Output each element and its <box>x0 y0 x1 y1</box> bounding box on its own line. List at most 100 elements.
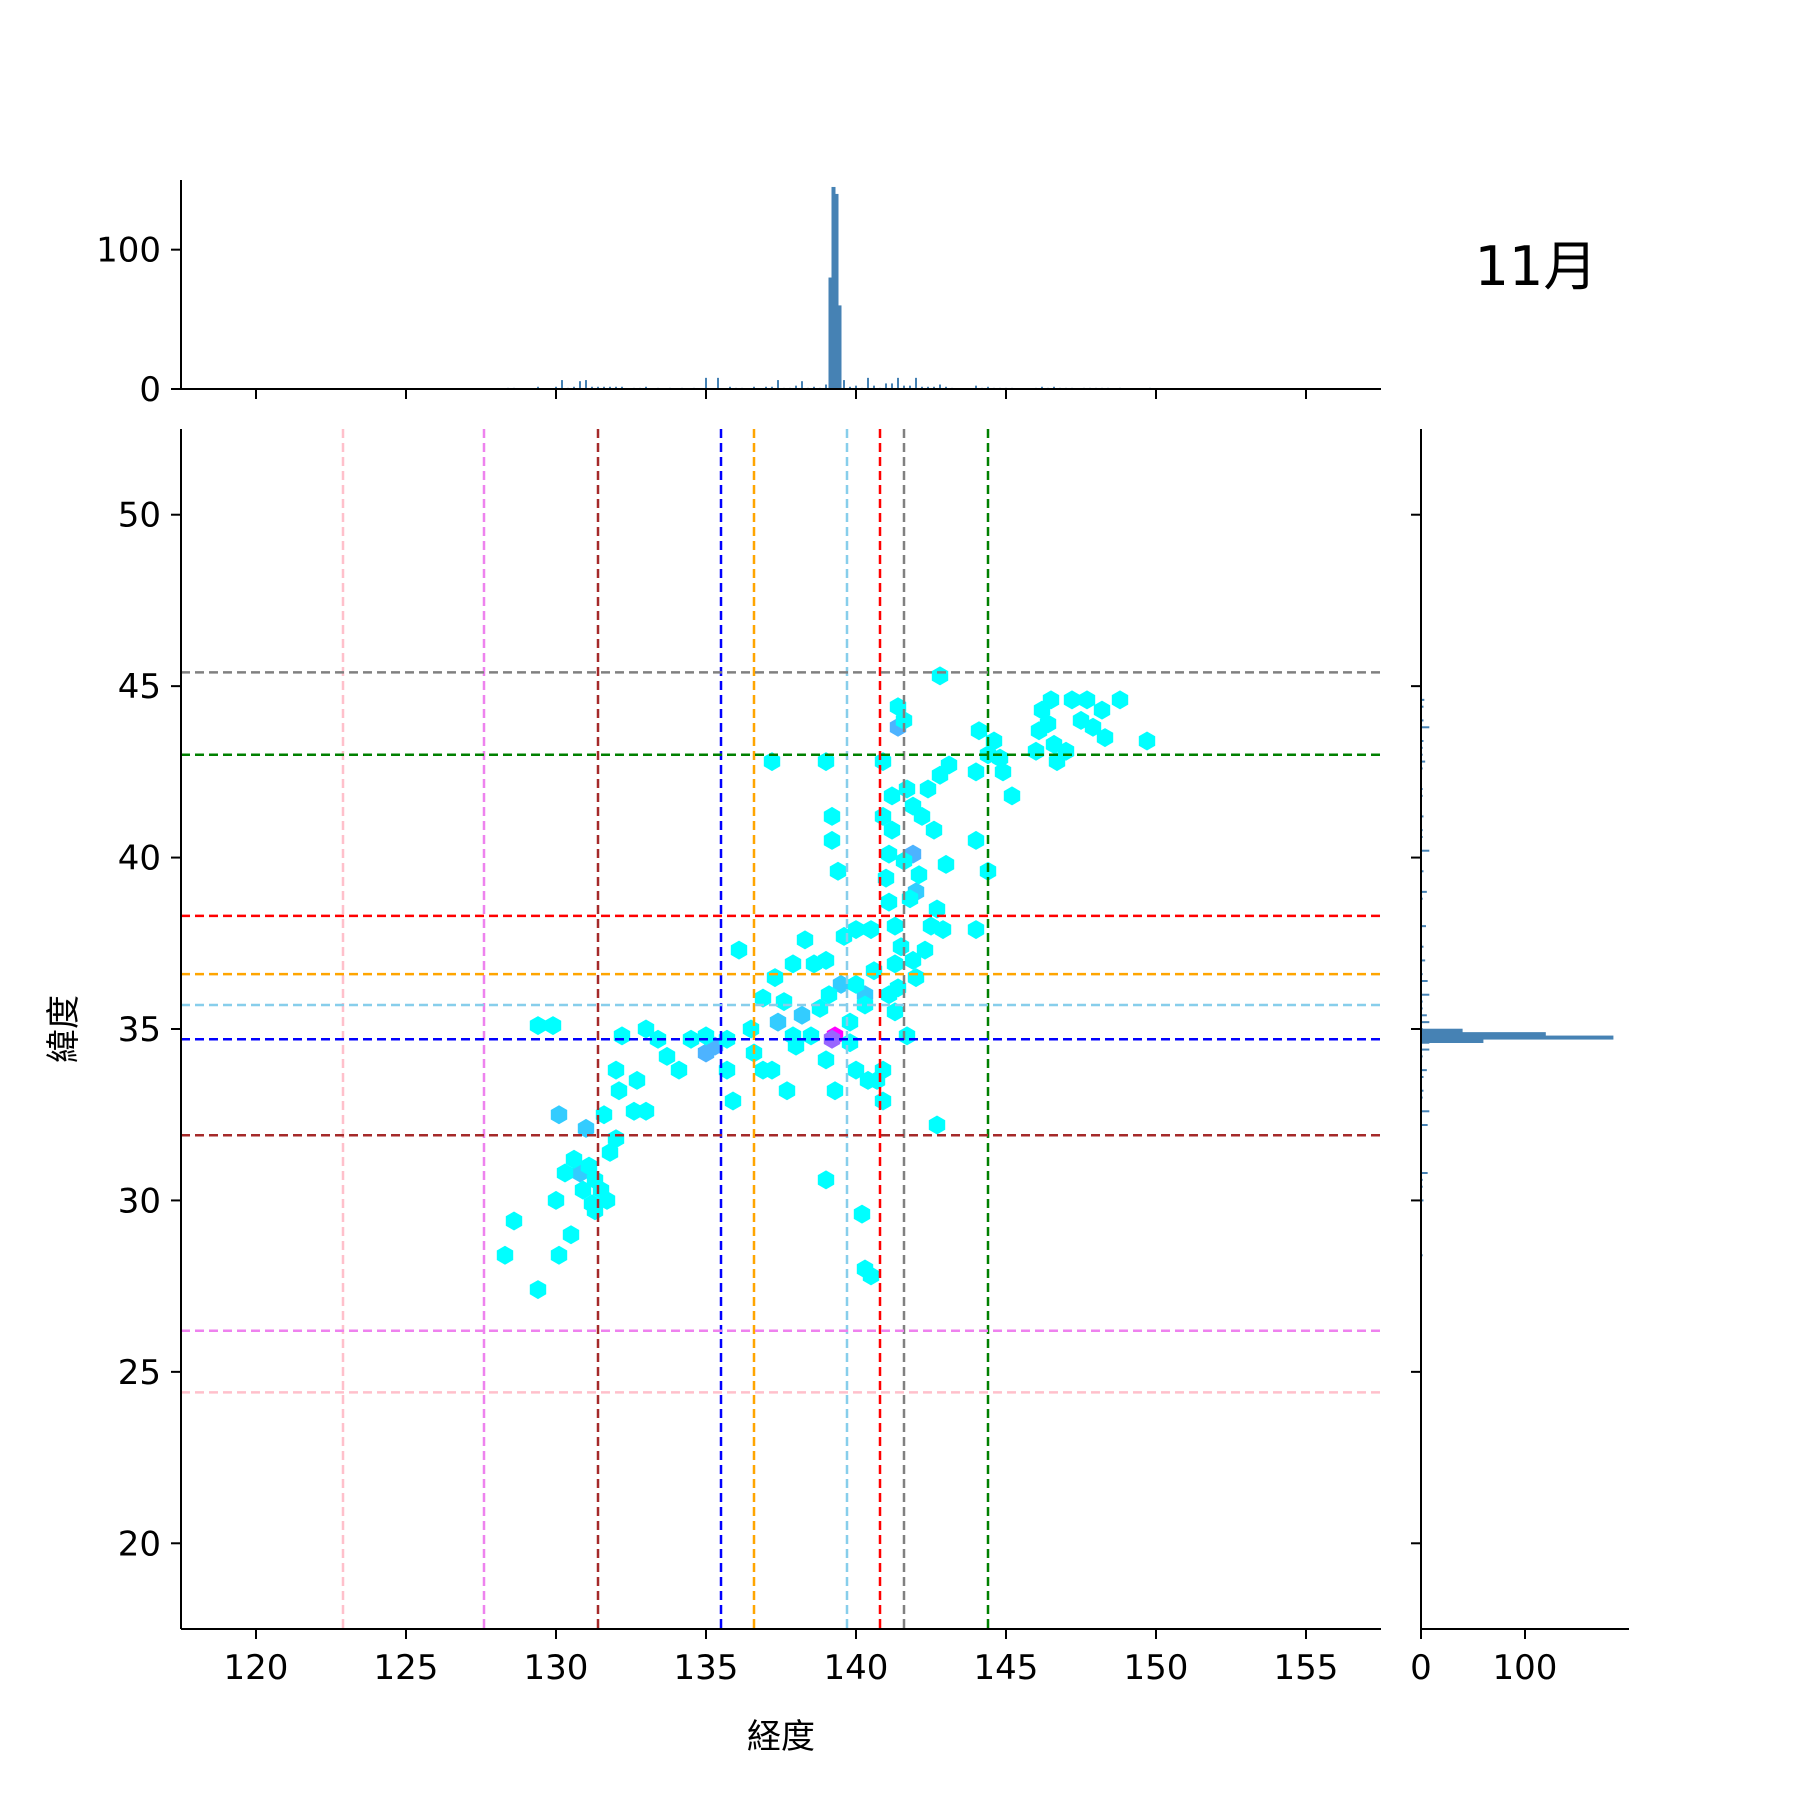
hexbin-cell <box>529 1016 547 1036</box>
top-hist-bar <box>717 377 719 389</box>
x-tick-label: 155 <box>1274 1648 1339 1688</box>
hexbin-cell <box>607 1060 625 1080</box>
hexbin-cell <box>865 961 883 981</box>
right-hist-bar <box>1421 760 1426 763</box>
hexbin-cell <box>796 930 814 950</box>
hexbin-cells <box>496 666 1156 1300</box>
hexbin-cell <box>544 1016 562 1036</box>
y-tick-label: 40 <box>118 839 161 879</box>
hexbin-cell <box>883 786 901 806</box>
right-hist-bar <box>1421 1014 1427 1017</box>
top-hist-bar <box>927 386 929 389</box>
hexbin-cell <box>967 830 985 850</box>
right-hist-bar <box>1421 890 1427 893</box>
top-hist-bar <box>813 386 815 389</box>
hexbin-cell <box>874 1091 892 1111</box>
hexbin-cell <box>763 1060 781 1080</box>
top-hist-bar <box>765 386 767 389</box>
chart-title: 11月 <box>1475 235 1598 298</box>
top-hist-bar <box>1041 386 1043 389</box>
hexbin-cell <box>940 755 958 775</box>
right-hist-bar <box>1421 980 1428 982</box>
hexbin-cell <box>886 954 904 974</box>
hexbin-cell <box>904 950 922 970</box>
y-axis-label: 緯度 <box>44 995 84 1063</box>
hexbin-cell <box>925 820 943 840</box>
hexbin-cell <box>778 1081 796 1101</box>
hexbin-cell <box>610 1081 628 1101</box>
hexbin-cell <box>823 806 841 826</box>
right-hist-bar <box>1421 1048 1430 1051</box>
top-hist-bar <box>705 377 707 389</box>
right-hist-bar <box>1421 726 1430 729</box>
hexbin-cell <box>841 1012 859 1032</box>
hexbin-cell <box>817 1050 835 1070</box>
hexbin-cell <box>724 1091 742 1111</box>
hexbin-cell <box>775 992 793 1012</box>
right-hist-bar <box>1421 959 1426 962</box>
top-hist-bar <box>987 386 989 389</box>
hexbin-cell <box>811 998 829 1018</box>
hexbin-cell <box>898 779 916 799</box>
right-histogram: 0 100 <box>1410 429 1629 1688</box>
right-hist-bar <box>1421 993 1430 996</box>
hexbin-cell <box>1057 741 1075 761</box>
top-hist-bar <box>849 386 851 389</box>
top-hist-bar <box>585 380 587 389</box>
hexbin-cell <box>1039 714 1057 734</box>
hexbin-cell <box>1096 728 1114 748</box>
top-hist-bar <box>603 386 605 389</box>
hexbin-cell <box>607 1129 625 1149</box>
hexbin-cell <box>598 1190 616 1210</box>
top-hist-bar <box>933 386 935 389</box>
top-histogram-bars <box>507 186 1151 389</box>
hexbin-cell <box>730 940 748 960</box>
hexbin-cell <box>637 1019 655 1039</box>
hexbin-cell <box>505 1211 523 1231</box>
hexbin-cell <box>994 762 1012 782</box>
hexbin-cell <box>910 865 928 885</box>
top-hist-bar <box>1053 386 1055 389</box>
hexbin-cell <box>889 978 907 998</box>
main-plot: 120 125 130 135 140 145 150 155 20 25 30 35 40 45 50 <box>118 429 1381 1688</box>
top-hist-bar <box>561 380 563 389</box>
top-hist-bar <box>828 277 833 389</box>
hexbin-cell <box>817 950 835 970</box>
top-hist-bar <box>597 386 599 389</box>
hexbin-cell <box>793 1005 811 1025</box>
top-hist-bar <box>615 386 617 389</box>
top-hist-bar <box>537 386 539 389</box>
top-hist-y-ticks: 0 100 <box>96 231 181 410</box>
hexbin-cell <box>565 1149 583 1169</box>
hexbin-cell <box>895 851 913 871</box>
top-hist-bar <box>573 386 575 389</box>
hexbin-cell <box>862 1266 880 1286</box>
hexbin-cell <box>826 1081 844 1101</box>
hexbin-cell <box>991 748 1009 768</box>
x-tick-label: 125 <box>374 1648 439 1688</box>
top-hist-bar <box>555 386 557 389</box>
hexbin-cell <box>892 937 910 957</box>
hexbin-cell <box>886 916 904 936</box>
hexbin-cell <box>820 985 838 1005</box>
hexbin-cell <box>931 666 949 686</box>
hexbin-cell <box>1078 690 1096 710</box>
top-hist-bar <box>771 386 773 389</box>
top-hist-y-tick-label: 0 <box>139 370 161 410</box>
x-axis-label: 経度 <box>747 1717 815 1757</box>
y-tick-label: 45 <box>118 667 161 707</box>
hexbin-cell <box>574 1180 592 1200</box>
hexbin-cell <box>628 1070 646 1090</box>
top-hist-bar <box>795 385 797 389</box>
hexbin-cell <box>847 1060 865 1080</box>
hexbin-cell <box>898 1026 916 1046</box>
top-hist-bar <box>831 186 836 389</box>
hexbin-cell <box>496 1245 514 1265</box>
hexbin-cell <box>577 1118 595 1138</box>
right-hist-bar <box>1421 1110 1430 1113</box>
top-hist-bar <box>834 193 839 389</box>
hexbin-cell <box>901 889 919 909</box>
top-hist-bar <box>921 386 923 389</box>
top-hist-bar <box>609 386 611 389</box>
hexbin-cell <box>817 752 835 772</box>
